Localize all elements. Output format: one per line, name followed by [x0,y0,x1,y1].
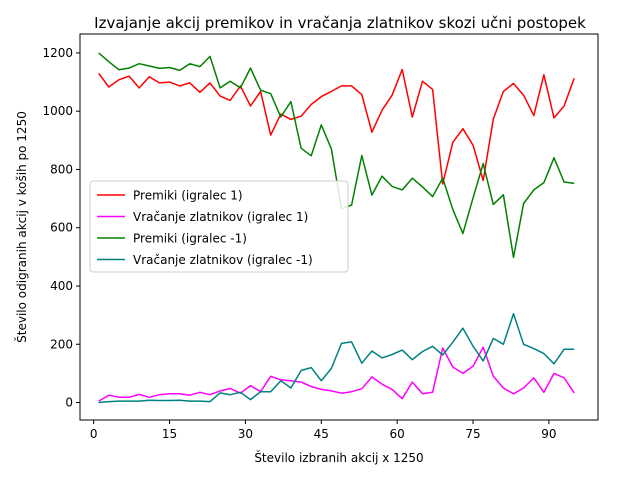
y-tick-label: 1200 [42,46,73,60]
x-tick-label: 75 [465,427,480,441]
axes-layer: 0 15 30 45 60 75 90 0 200 400 600 800 1000 1200 [42,46,556,441]
x-tick-label: 45 [314,427,329,441]
plot-area-frame [79,33,599,421]
x-axis-label: Število izbranih akcij x 1250 [254,450,423,465]
series-line-4 [98,312,575,404]
legend-label-1: Premiki (igralec 1) [133,189,243,203]
legend-label-2: Vračanje zlatnikov (igralec 1) [133,210,308,224]
y-tick-label: 400 [50,279,73,293]
x-tick-label: 60 [390,427,405,441]
y-tick-label: 0 [65,396,73,410]
y-tick-label: 1000 [42,104,73,118]
y-tick-label: 600 [50,221,73,235]
legend-label-3: Premiki (igralec -1) [133,232,247,246]
series-line-2 [98,346,575,402]
series-line-1 [98,68,575,185]
x-tick-label: 30 [238,427,253,441]
legend-label-4: Vračanje zlatnikov (igralec -1) [133,253,313,267]
x-tick-label: 15 [162,427,177,441]
y-axis-label: Število odigranih akcij v koših po 1250 [14,111,29,343]
series-line-3 [98,52,575,259]
x-tick-label: 90 [541,427,556,441]
y-tick-label: 800 [50,162,73,176]
legend-box [89,180,349,273]
y-tick-label: 200 [50,337,73,351]
chart-title: Izvajanje akcij premikov in vračanja zla… [94,14,586,32]
x-tick-label: 0 [90,427,98,441]
series-layer [98,52,575,404]
legend: Premiki (igralec 1) Vračanje zlatnikov (i… [89,180,349,273]
